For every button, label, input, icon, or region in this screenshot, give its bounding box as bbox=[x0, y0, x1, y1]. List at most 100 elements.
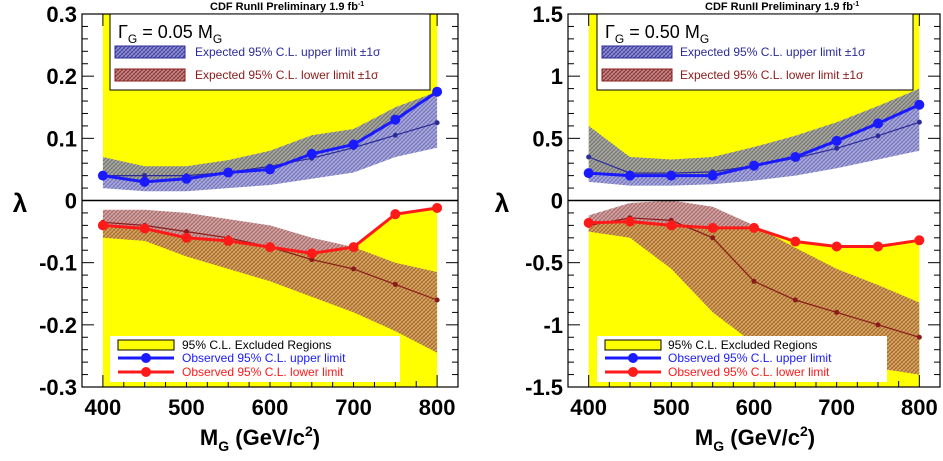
observed-upper-point bbox=[625, 170, 635, 181]
expected-lower-band bbox=[588, 200, 920, 375]
x-tick-label: 400 bbox=[570, 395, 607, 420]
expected-upper-median-point bbox=[875, 133, 881, 139]
observed-upper-point bbox=[873, 118, 883, 129]
observed-lower-point bbox=[583, 217, 594, 228]
x-tick-label: 600 bbox=[252, 395, 289, 420]
left-panel: CDF RunII Preliminary 1.9 fb-1 -0.3 -0.2 -… bbox=[13, 1, 459, 454]
legend-marker-observed-lower bbox=[628, 367, 638, 377]
x-tick-label: 700 bbox=[818, 395, 855, 420]
y-tick-label: -0.2 bbox=[39, 313, 77, 338]
legend-label-expected-lower: Expected 95% C.L. lower limit ±1σ bbox=[680, 68, 864, 82]
observed-lower-point bbox=[873, 241, 883, 252]
x-tick-label: 400 bbox=[85, 395, 122, 420]
expected-upper-median-point bbox=[392, 132, 398, 138]
expected-upper-median-point bbox=[142, 173, 148, 179]
observed-upper-point bbox=[223, 167, 234, 178]
expected-lower-median-point bbox=[875, 322, 881, 328]
x-axis-label: MG (GeV/c2) bbox=[200, 423, 320, 454]
legend-label-expected-upper: Expected 95% C.L. upper limit ±1σ bbox=[195, 45, 381, 59]
legend-top: ΓG = 0.05 MG Expected 95% C.L. upper lim… bbox=[109, 13, 431, 91]
right-panel: CDF RunII Preliminary 1.9 fb-1 -1.5 -1 -0.… bbox=[495, 1, 941, 454]
expected-lower-median-point bbox=[751, 278, 757, 284]
legend-swatch-expected-lower bbox=[601, 68, 673, 82]
legend-label-excluded: 95% C.L. Excluded Regions bbox=[182, 338, 331, 352]
observed-lower-point bbox=[223, 235, 234, 246]
legend-marker-observed-lower bbox=[141, 367, 151, 377]
observed-upper-point bbox=[914, 99, 925, 110]
x-tick-label: 700 bbox=[335, 395, 372, 420]
legend-swatch-expected-lower bbox=[114, 68, 186, 82]
legend-swatch-expected-upper bbox=[114, 45, 186, 59]
observed-lower-point bbox=[666, 220, 677, 231]
expected-upper-median-point bbox=[834, 145, 840, 151]
legend-swatch-excluded bbox=[604, 339, 662, 351]
y-tick-label: 0.1 bbox=[46, 126, 77, 151]
y-tick-label: 0.2 bbox=[46, 64, 77, 89]
expected-lower-median-point bbox=[392, 281, 398, 287]
y-tick-label: 0.3 bbox=[46, 2, 77, 27]
expected-upper-median-point bbox=[586, 154, 592, 160]
legend-label-expected-lower: Expected 95% C.L. lower limit ±1σ bbox=[195, 68, 379, 82]
observed-upper-point bbox=[265, 164, 275, 175]
y-tick-label: -1.5 bbox=[525, 375, 563, 400]
legend-bottom: 95% C.L. Excluded Regions Observed 95% C… bbox=[597, 336, 887, 382]
observed-upper-point bbox=[306, 148, 317, 159]
observed-lower-point bbox=[707, 222, 718, 233]
observed-upper-point bbox=[790, 151, 801, 162]
observed-lower-point bbox=[390, 209, 401, 220]
observed-lower-point bbox=[265, 242, 275, 253]
expected-lower-median-point bbox=[351, 266, 357, 272]
y-tick-label: -0.3 bbox=[39, 375, 77, 400]
x-tick-label: 800 bbox=[419, 395, 456, 420]
observed-lower-point bbox=[139, 223, 150, 234]
observed-lower-point bbox=[306, 248, 317, 259]
legend-swatch-expected-upper bbox=[601, 45, 673, 59]
y-tick-label: 1 bbox=[551, 64, 563, 89]
observed-upper-point bbox=[583, 168, 594, 179]
y-tick-label: 1.5 bbox=[532, 2, 563, 27]
legend-label-observed-lower: Observed 95% C.L. lower limit bbox=[668, 365, 830, 379]
width-label: ΓG = 0.05 MG bbox=[118, 22, 222, 46]
observed-upper-point bbox=[139, 176, 150, 187]
x-tick-label: 500 bbox=[168, 395, 205, 420]
expected-upper-median-point bbox=[434, 120, 440, 126]
x-tick-label: 500 bbox=[653, 395, 690, 420]
width-label: ΓG = 0.50 MG bbox=[605, 22, 709, 46]
y-tick-label: 0.5 bbox=[532, 126, 563, 151]
header: CDF RunII Preliminary 1.9 fb-1 bbox=[210, 1, 364, 13]
header: CDF RunII Preliminary 1.9 fb-1 bbox=[705, 1, 859, 13]
legend-label-expected-upper: Expected 95% C.L. upper limit ±1σ bbox=[680, 45, 866, 59]
observed-upper-point bbox=[707, 170, 718, 181]
legend-bottom: 95% C.L. Excluded Regions Observed 95% C… bbox=[110, 336, 400, 382]
legend-marker-observed-upper bbox=[628, 353, 638, 363]
expected-lower-median-point bbox=[183, 229, 189, 235]
expected-lower-median-point bbox=[834, 309, 840, 315]
observed-upper-point bbox=[97, 170, 108, 181]
x-tick-label: 600 bbox=[736, 395, 773, 420]
observed-lower-point bbox=[625, 216, 635, 227]
y-tick-label: -0.5 bbox=[525, 251, 563, 276]
legend-top: ΓG = 0.50 MG Expected 95% C.L. upper lim… bbox=[596, 13, 914, 91]
expected-lower-band bbox=[102, 209, 438, 353]
expected-upper-median-point bbox=[916, 119, 922, 125]
observed-upper-point bbox=[390, 114, 401, 125]
expected-lower-median-point bbox=[710, 235, 716, 241]
legend-label-observed-lower: Observed 95% C.L. lower limit bbox=[182, 365, 344, 379]
y-axis-label: λ bbox=[495, 188, 510, 218]
x-tick-label: 800 bbox=[901, 395, 938, 420]
observed-upper-point bbox=[666, 170, 677, 181]
legend-label-observed-upper: Observed 95% C.L. upper limit bbox=[668, 351, 832, 365]
expected-upper-band bbox=[102, 91, 438, 192]
observed-upper-point bbox=[749, 160, 759, 171]
observed-lower-point bbox=[432, 202, 443, 213]
observed-lower-point bbox=[831, 241, 842, 252]
observed-upper-point bbox=[432, 86, 443, 97]
y-axis-label: λ bbox=[13, 188, 28, 218]
legend-marker-observed-upper bbox=[141, 353, 151, 363]
expected-lower-median-point bbox=[792, 297, 798, 303]
expected-upper-band bbox=[588, 88, 920, 186]
observed-lower-point bbox=[914, 235, 925, 246]
observed-upper-point bbox=[831, 135, 842, 146]
y-tick-label: -1 bbox=[543, 313, 563, 338]
